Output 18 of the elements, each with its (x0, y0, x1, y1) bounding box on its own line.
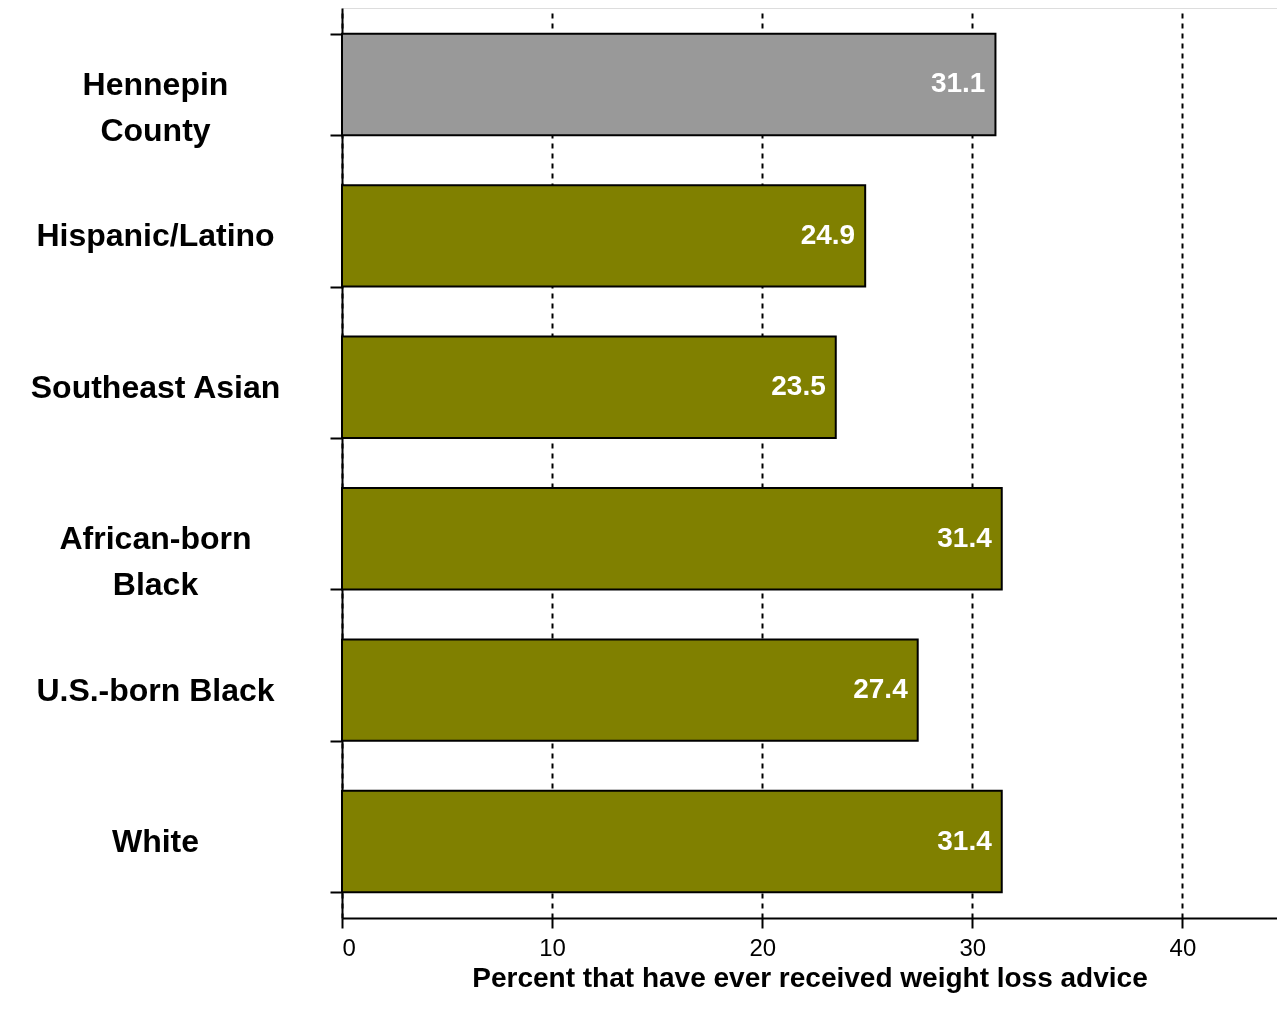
data-label: 31.1 (930, 67, 986, 99)
x-tick-label: 10 (539, 933, 566, 961)
y-tick-label: Southeast Asian (30, 368, 281, 405)
y-tick-label: U.S.-born Black (36, 671, 275, 708)
y-tick-label: Hennepin County (82, 65, 229, 148)
data-label: 24.9 (800, 218, 856, 250)
y-tick-label: Hispanic/Latino (36, 217, 275, 254)
x-tick-label: 30 (959, 933, 987, 961)
y-tick-label: White (111, 823, 200, 860)
data-label: 31.4 (937, 824, 993, 856)
x-axis-title: Percent that have ever received weight loss advice (472, 961, 1148, 993)
data-label: 27.4 (853, 673, 909, 705)
data-label: 23.5 (771, 370, 826, 402)
x-tick-label: 20 (749, 933, 777, 961)
data-label: 31.4 (937, 521, 993, 553)
y-tick-label: African-born Black (59, 520, 252, 603)
x-tick-label: 40 (1169, 933, 1197, 961)
x-tick-label: 0 (342, 933, 356, 961)
